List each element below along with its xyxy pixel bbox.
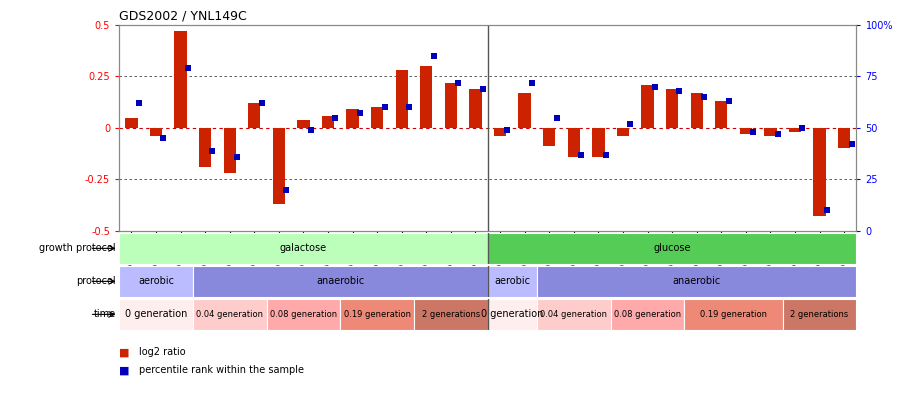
Bar — [414, 299, 487, 330]
Bar — [119, 233, 487, 264]
Text: galactose: galactose — [280, 243, 327, 254]
Text: log2 ratio: log2 ratio — [139, 347, 186, 357]
Bar — [684, 299, 782, 330]
Text: 2 generations: 2 generations — [791, 310, 849, 319]
Bar — [174, 31, 187, 128]
Bar — [273, 128, 285, 204]
Bar — [119, 299, 192, 330]
Text: protocol: protocol — [76, 276, 115, 286]
Bar — [150, 128, 162, 136]
Bar — [469, 89, 482, 128]
Bar — [420, 66, 432, 128]
Text: percentile rank within the sample: percentile rank within the sample — [139, 365, 304, 375]
Bar — [267, 299, 341, 330]
Text: growth protocol: growth protocol — [38, 243, 115, 254]
Text: 0.04 generation: 0.04 generation — [540, 310, 607, 319]
Text: anaerobic: anaerobic — [316, 276, 365, 286]
Bar — [537, 299, 611, 330]
Bar — [715, 101, 727, 128]
Text: aerobic: aerobic — [138, 276, 174, 286]
Text: 0.19 generation: 0.19 generation — [700, 310, 767, 319]
Text: 0.19 generation: 0.19 generation — [344, 310, 410, 319]
Text: 2 generations: 2 generations — [421, 310, 480, 319]
Bar — [543, 128, 555, 147]
Text: ■: ■ — [119, 347, 129, 357]
Bar — [537, 266, 856, 297]
Bar — [445, 83, 457, 128]
Bar — [487, 233, 856, 264]
Text: GDS2002 / YNL149C: GDS2002 / YNL149C — [119, 9, 246, 22]
Bar — [487, 299, 537, 330]
Bar — [494, 128, 507, 136]
Bar — [691, 93, 703, 128]
Bar — [192, 299, 267, 330]
Bar — [641, 85, 654, 128]
Text: time: time — [93, 309, 115, 320]
Bar — [764, 128, 777, 136]
Bar — [248, 103, 260, 128]
Bar — [593, 128, 605, 157]
Text: 0 generation: 0 generation — [481, 309, 543, 320]
Text: glucose: glucose — [653, 243, 691, 254]
Bar — [224, 128, 235, 173]
Bar — [813, 128, 825, 216]
Bar — [616, 128, 629, 136]
Bar — [371, 107, 383, 128]
Bar — [125, 117, 137, 128]
Bar — [487, 266, 537, 297]
Bar — [192, 266, 487, 297]
Bar — [396, 70, 408, 128]
Bar — [298, 119, 310, 128]
Bar — [340, 299, 414, 330]
Bar — [199, 128, 212, 167]
Bar — [322, 115, 334, 128]
Bar — [346, 109, 359, 128]
Bar — [568, 128, 580, 157]
Text: ■: ■ — [119, 365, 129, 375]
Bar — [119, 266, 192, 297]
Bar — [666, 89, 678, 128]
Bar — [740, 128, 752, 134]
Text: 0.04 generation: 0.04 generation — [196, 310, 263, 319]
Text: 0.08 generation: 0.08 generation — [614, 310, 682, 319]
Bar — [782, 299, 856, 330]
Text: anaerobic: anaerobic — [672, 276, 721, 286]
Bar — [789, 128, 802, 132]
Bar — [838, 128, 850, 149]
Bar — [611, 299, 684, 330]
Text: 0.08 generation: 0.08 generation — [270, 310, 337, 319]
Bar — [518, 93, 530, 128]
Text: aerobic: aerobic — [495, 276, 530, 286]
Text: 0 generation: 0 generation — [125, 309, 187, 320]
